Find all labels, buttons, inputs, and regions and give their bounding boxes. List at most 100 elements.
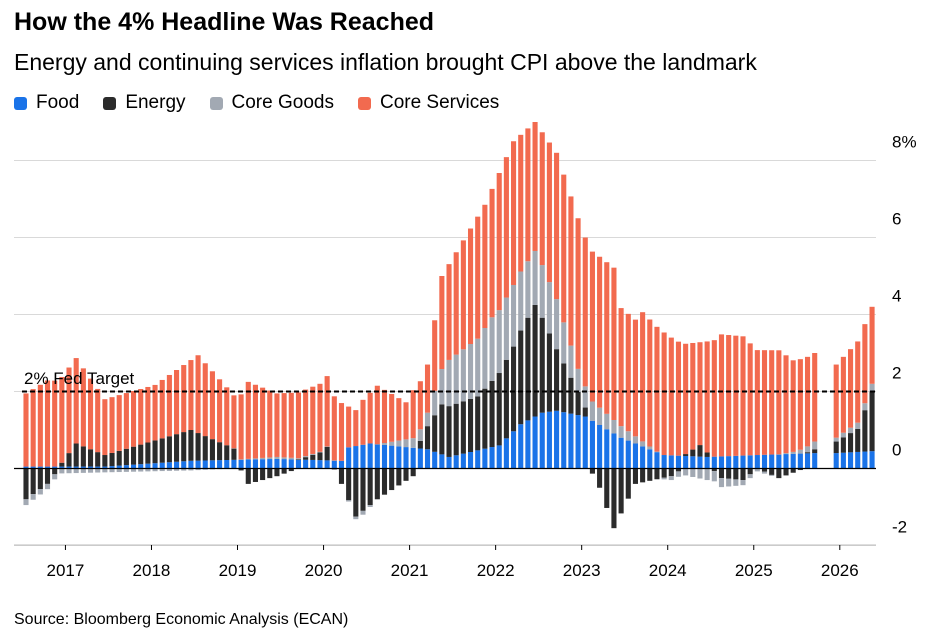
bar-segment-core-goods	[317, 451, 323, 453]
bar-segment-core-services	[683, 343, 689, 455]
bar-segment-energy	[417, 440, 423, 449]
x-tick-label: 2022	[477, 561, 515, 580]
bar-segment-food	[288, 459, 294, 469]
bar-segment-core-services	[869, 306, 875, 384]
bar-segment-core-goods	[403, 439, 409, 448]
bar-segment-core-goods	[374, 444, 380, 445]
bar-segment-core-goods	[489, 317, 495, 381]
bar-segment-core-services	[740, 336, 746, 456]
bar-segment-core-goods	[618, 426, 624, 438]
bar-segment-energy	[188, 430, 194, 461]
bar-segment-core-services	[303, 389, 309, 457]
bar-segment-food	[159, 462, 165, 469]
bar-segment-core-services	[790, 360, 796, 452]
bar-segment-core-services	[862, 324, 868, 404]
bar-segment-core-services	[489, 188, 495, 318]
bar-segment-energy	[195, 433, 201, 461]
bar-segment-energy	[174, 434, 180, 462]
bar-segment-food	[532, 416, 538, 469]
bar-segment-core-services	[475, 216, 481, 339]
bar-segment-core-services	[675, 341, 682, 456]
bar-segment-food	[690, 456, 696, 469]
bar-segment-core-goods	[668, 476, 674, 481]
bar-segment-core-goods	[238, 459, 244, 460]
bar-segment-core-goods	[539, 265, 545, 318]
bar-segment-food	[647, 449, 653, 469]
bar-segment-core-goods	[396, 440, 402, 447]
bar-segment-core-goods	[747, 474, 753, 479]
bar-segment-energy	[288, 468, 294, 472]
bar-segment-core-goods	[424, 412, 431, 427]
bar-segment-energy	[374, 468, 380, 500]
bar-segment-energy	[726, 468, 732, 479]
bar-segment-core-services	[640, 312, 646, 442]
bar-segment-core-goods	[152, 468, 158, 472]
bar-segment-core-services	[776, 350, 782, 455]
bar-segment-energy	[37, 468, 43, 490]
bar-segment-core-services	[217, 379, 223, 443]
bar-segment-core-goods	[439, 369, 445, 405]
bar-segment-energy	[267, 468, 273, 479]
bar-segment-core-goods	[632, 436, 638, 444]
y-tick-label: 8%	[892, 133, 917, 152]
bar-segment-core-goods	[274, 456, 280, 459]
bar-segment-core-goods	[73, 468, 79, 474]
bar-segment-food	[439, 454, 445, 469]
bar-segment-core-services	[224, 387, 230, 446]
bar-segment-food	[546, 411, 552, 469]
bar-segment-food	[217, 460, 223, 469]
bar-segment-core-services	[346, 406, 352, 448]
bar-segment-energy	[833, 441, 839, 454]
bar-segment-food	[317, 460, 323, 469]
bar-segment-core-services	[310, 386, 316, 454]
bar-segment-energy	[73, 443, 79, 467]
x-tick-label: 2026	[821, 561, 859, 580]
bar-segment-food	[123, 465, 129, 469]
bar-segment-food	[539, 412, 545, 469]
bar-segment-food	[475, 450, 481, 469]
bar-segment-energy	[862, 410, 868, 452]
x-tick-label: 2021	[391, 561, 429, 580]
bar-segment-core-goods	[446, 359, 452, 407]
bar-segment-core-goods	[195, 468, 201, 471]
bar-segment-energy	[561, 363, 567, 413]
bar-segment-energy	[238, 468, 244, 471]
bar-segment-core-goods	[597, 407, 603, 425]
bar-segment-energy	[690, 449, 696, 457]
bar-segment-food	[675, 455, 682, 469]
bar-segment-food	[704, 456, 710, 469]
bar-segment-food	[396, 446, 402, 469]
bar-segment-food	[668, 455, 674, 469]
bar-segment-core-services	[754, 350, 760, 456]
bar-segment-core-goods	[611, 419, 617, 434]
bar-segment-core-services	[396, 398, 402, 441]
bar-segment-food	[640, 446, 646, 469]
bar-segment-energy	[525, 317, 531, 421]
bar-segment-food	[231, 459, 237, 469]
bar-segment-core-services	[668, 337, 674, 456]
bar-segment-energy	[102, 455, 108, 467]
bar-segment-core-goods	[589, 401, 595, 421]
legend-swatch-energy	[103, 96, 117, 110]
bar-segment-core-goods	[726, 478, 732, 487]
bar-segment-core-goods	[52, 474, 58, 480]
bar-segment-core-goods	[862, 403, 868, 411]
bar-segment-energy	[181, 432, 187, 462]
bar-segment-core-goods	[683, 468, 689, 476]
bar-segment-core-goods	[30, 494, 36, 500]
bar-segment-food	[525, 420, 531, 469]
source-note: Source: Bloomberg Economic Analysis (ECA…	[14, 611, 349, 628]
bar-segment-energy	[482, 388, 488, 449]
bar-segment-food	[303, 459, 309, 469]
bar-segment-core-services	[181, 365, 187, 433]
bar-segment-core-goods	[740, 480, 746, 486]
bar-segment-energy	[611, 468, 617, 529]
bar-segment-energy	[475, 396, 481, 451]
bar-segment-core-goods	[855, 422, 861, 429]
bar-segment-core-services	[52, 380, 58, 467]
bar-segment-core-goods	[145, 468, 151, 472]
x-tick-label: 2020	[305, 561, 343, 580]
bar-segment-core-services	[295, 392, 302, 459]
bar-segment-food	[496, 445, 502, 469]
bar-segment-core-services	[37, 384, 43, 467]
